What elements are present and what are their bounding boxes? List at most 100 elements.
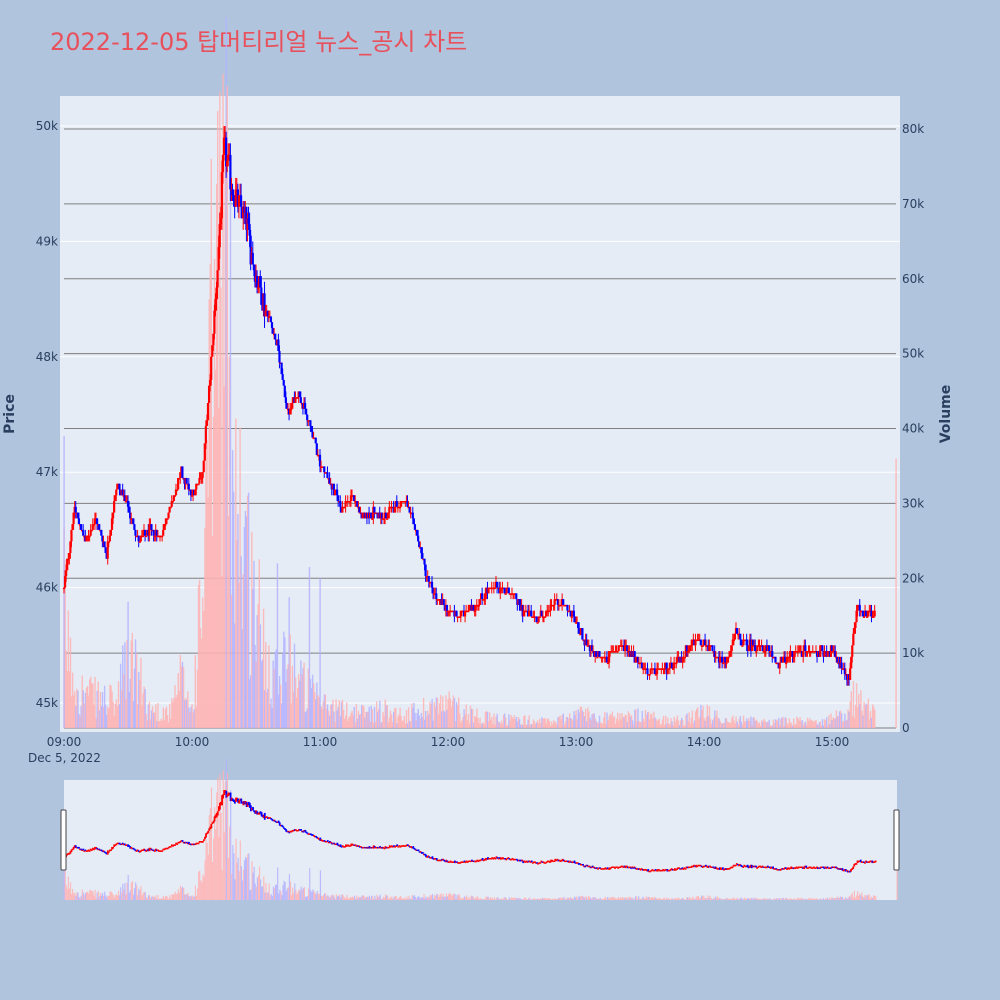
candle-body (834, 651, 837, 657)
mini-candle (415, 849, 418, 851)
volume-bar (255, 661, 257, 728)
candle-body (718, 656, 722, 663)
candle-body (552, 604, 555, 607)
mini-volume-bar (192, 896, 194, 900)
mini-candle (419, 851, 422, 853)
mini-volume-bar (397, 897, 399, 900)
mini-volume-bar (701, 895, 703, 900)
volume-bar (554, 722, 556, 728)
volume-bar (228, 356, 231, 728)
volume-bar (654, 717, 656, 728)
mini-candle (88, 850, 91, 852)
volume-bar (620, 719, 622, 728)
mini-volume-bar (129, 890, 131, 900)
mini-volume-bar (410, 898, 412, 900)
volume-tick-label: 0 (902, 721, 910, 735)
mini-candle (73, 845, 76, 848)
volume-bar (670, 718, 672, 728)
mini-volume-bar (791, 899, 794, 900)
mini-volume-bar (108, 896, 110, 900)
volume-bar (109, 684, 111, 728)
mini-candle (267, 817, 269, 819)
volume-bar (147, 704, 150, 728)
mini-candle (365, 846, 368, 849)
volume-bar (780, 718, 782, 728)
mini-volume-bar (619, 897, 622, 900)
mini-candle (66, 853, 69, 856)
volume-bar (93, 704, 95, 728)
volume-bar (687, 721, 689, 728)
volume-bar (804, 721, 807, 728)
mini-volume-bar (133, 888, 136, 900)
mini-candle (781, 868, 784, 870)
mini-candle (730, 866, 733, 869)
mini-volume-bar (434, 894, 436, 900)
mini-candle (497, 858, 500, 860)
candle-body (251, 252, 254, 265)
volume-bar (269, 704, 271, 728)
mini-candle (102, 850, 105, 853)
mini-volume-bar (629, 897, 631, 900)
mini-volume-bar (154, 896, 156, 900)
mini-candle (822, 866, 825, 868)
mini-volume-bar (232, 845, 234, 900)
mini-volume-bar (702, 896, 704, 900)
mini-candle (660, 869, 662, 872)
volume-bar (500, 720, 503, 728)
candle-body (423, 558, 426, 565)
mini-candle (748, 866, 751, 868)
mini-volume-bar (678, 898, 680, 900)
mini-volume-bar (179, 885, 182, 900)
mini-candle (266, 816, 268, 819)
mini-volume-bar (712, 898, 715, 900)
mini-volume-bar (617, 896, 619, 900)
mini-candle (288, 831, 291, 834)
mini-candle (459, 862, 462, 864)
mini-volume-bar (643, 898, 645, 900)
mini-candle (138, 851, 141, 853)
mini-candle (331, 842, 333, 845)
mini-volume-bar (237, 857, 239, 900)
volume-bar (425, 710, 427, 728)
mini-candle (766, 865, 769, 868)
mini-candle (681, 867, 684, 870)
range-slider-right-handle[interactable] (893, 809, 900, 871)
mini-candle (465, 860, 468, 863)
x-tick-label: 14:00 (687, 735, 722, 749)
range-slider[interactable] (64, 780, 897, 900)
volume-bar (203, 611, 205, 728)
mini-candle (163, 848, 166, 851)
candle-body (413, 524, 417, 530)
mini-volume-bar (679, 899, 681, 900)
mini-candle (804, 865, 807, 868)
volume-bar (496, 713, 498, 728)
volume-bar (683, 725, 685, 728)
mini-volume-bar (225, 759, 228, 900)
mini-candle (399, 846, 402, 848)
volume-bar (823, 719, 826, 728)
candle-body (185, 477, 188, 484)
mini-candle (543, 862, 546, 864)
mini-candle (832, 866, 834, 868)
mini-candle (351, 843, 354, 846)
mini-candle (229, 792, 232, 802)
mini-candle (707, 866, 709, 868)
mini-candle (116, 842, 119, 845)
volume-bar (245, 516, 248, 728)
volume-bar (771, 725, 774, 728)
mini-volume-bar (864, 894, 866, 900)
candle-body (314, 437, 317, 444)
range-slider-left-handle[interactable] (60, 809, 67, 871)
volume-bar (692, 723, 695, 728)
volume-tick-label: 80k (902, 122, 924, 136)
mini-candle (253, 810, 255, 813)
mini-candle (357, 845, 360, 847)
mini-candle (833, 866, 835, 868)
volume-bar (253, 560, 255, 728)
mini-candle (198, 841, 201, 843)
mini-candle (387, 846, 390, 849)
volume-bar (78, 713, 80, 728)
mini-volume-bar (704, 898, 706, 900)
volume-bar (522, 725, 524, 728)
mini-candle (366, 846, 369, 849)
